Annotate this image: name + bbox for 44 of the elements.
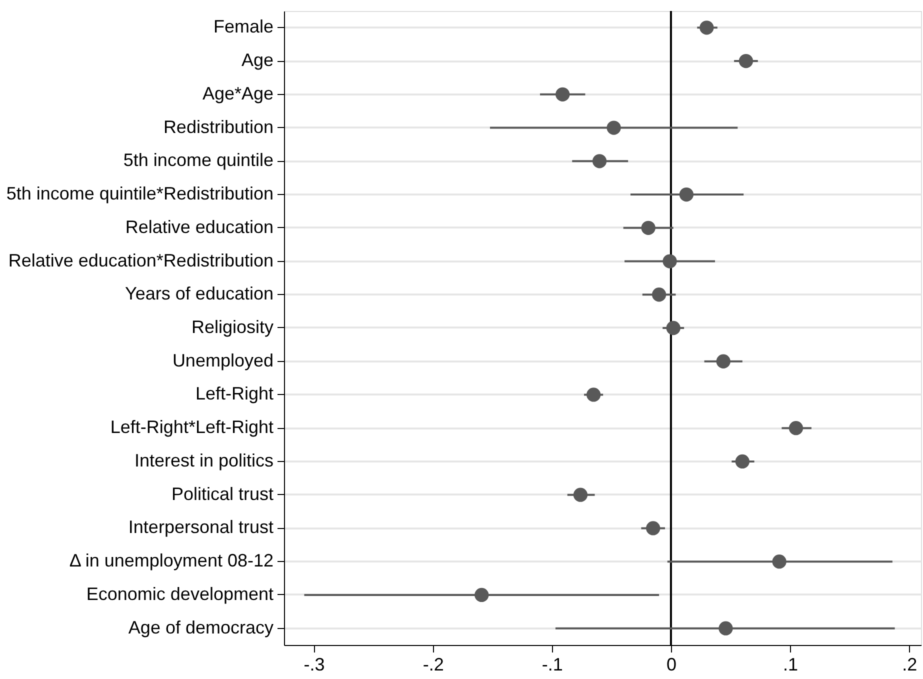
x-tick-label: .2 bbox=[902, 654, 918, 674]
point bbox=[592, 154, 607, 168]
x-tick-label: -.2 bbox=[422, 654, 444, 674]
x-tick-label: -.1 bbox=[542, 654, 563, 674]
point bbox=[716, 354, 730, 368]
y-tick-label: Unemployed bbox=[172, 350, 274, 370]
y-tick-label: Age*Age bbox=[202, 83, 274, 104]
y-tick-label: Redistribution bbox=[163, 116, 274, 137]
y-tick-label: Δ in unemployment 08-12 bbox=[69, 550, 274, 571]
y-tick-label: Left-Right bbox=[195, 384, 274, 404]
point bbox=[718, 621, 733, 636]
point bbox=[652, 288, 666, 302]
point bbox=[666, 320, 680, 336]
x-tick-label: 0 bbox=[666, 654, 676, 674]
y-tick-label: Years of education bbox=[125, 284, 274, 304]
y-tick-label: Religiosity bbox=[191, 317, 274, 337]
y-tick-label: Interpersonal trust bbox=[128, 517, 274, 538]
point bbox=[738, 54, 754, 68]
point bbox=[735, 454, 750, 469]
point bbox=[556, 87, 570, 102]
point bbox=[573, 488, 588, 502]
y-tick-label: Relative education bbox=[125, 216, 274, 237]
y-tick-label: 5th income quintile bbox=[123, 150, 274, 170]
point bbox=[679, 187, 694, 202]
point bbox=[474, 588, 489, 602]
point bbox=[772, 554, 786, 569]
x-tick-label: -.3 bbox=[304, 654, 325, 674]
y-tick-label: Relative education*Redistribution bbox=[8, 250, 274, 270]
y-tick-label: Economic development bbox=[86, 584, 274, 604]
y-tick-label: Interest in politics bbox=[134, 450, 274, 470]
point bbox=[586, 388, 601, 402]
point bbox=[646, 521, 660, 536]
point bbox=[641, 220, 656, 235]
y-tick-label: Age of democracy bbox=[128, 617, 274, 638]
y-tick-label: Political trust bbox=[171, 484, 274, 504]
point bbox=[700, 20, 714, 35]
y-tick-label: Age bbox=[241, 50, 274, 70]
y-tick-label: Female bbox=[213, 16, 274, 37]
y-tick-label: 5th income quintile*Redistribution bbox=[6, 184, 274, 204]
y-tick-label: Left-Right*Left-Right bbox=[110, 417, 274, 438]
point bbox=[662, 254, 677, 268]
x-tick-label: .1 bbox=[783, 654, 798, 674]
point bbox=[788, 421, 804, 436]
point bbox=[606, 120, 621, 135]
